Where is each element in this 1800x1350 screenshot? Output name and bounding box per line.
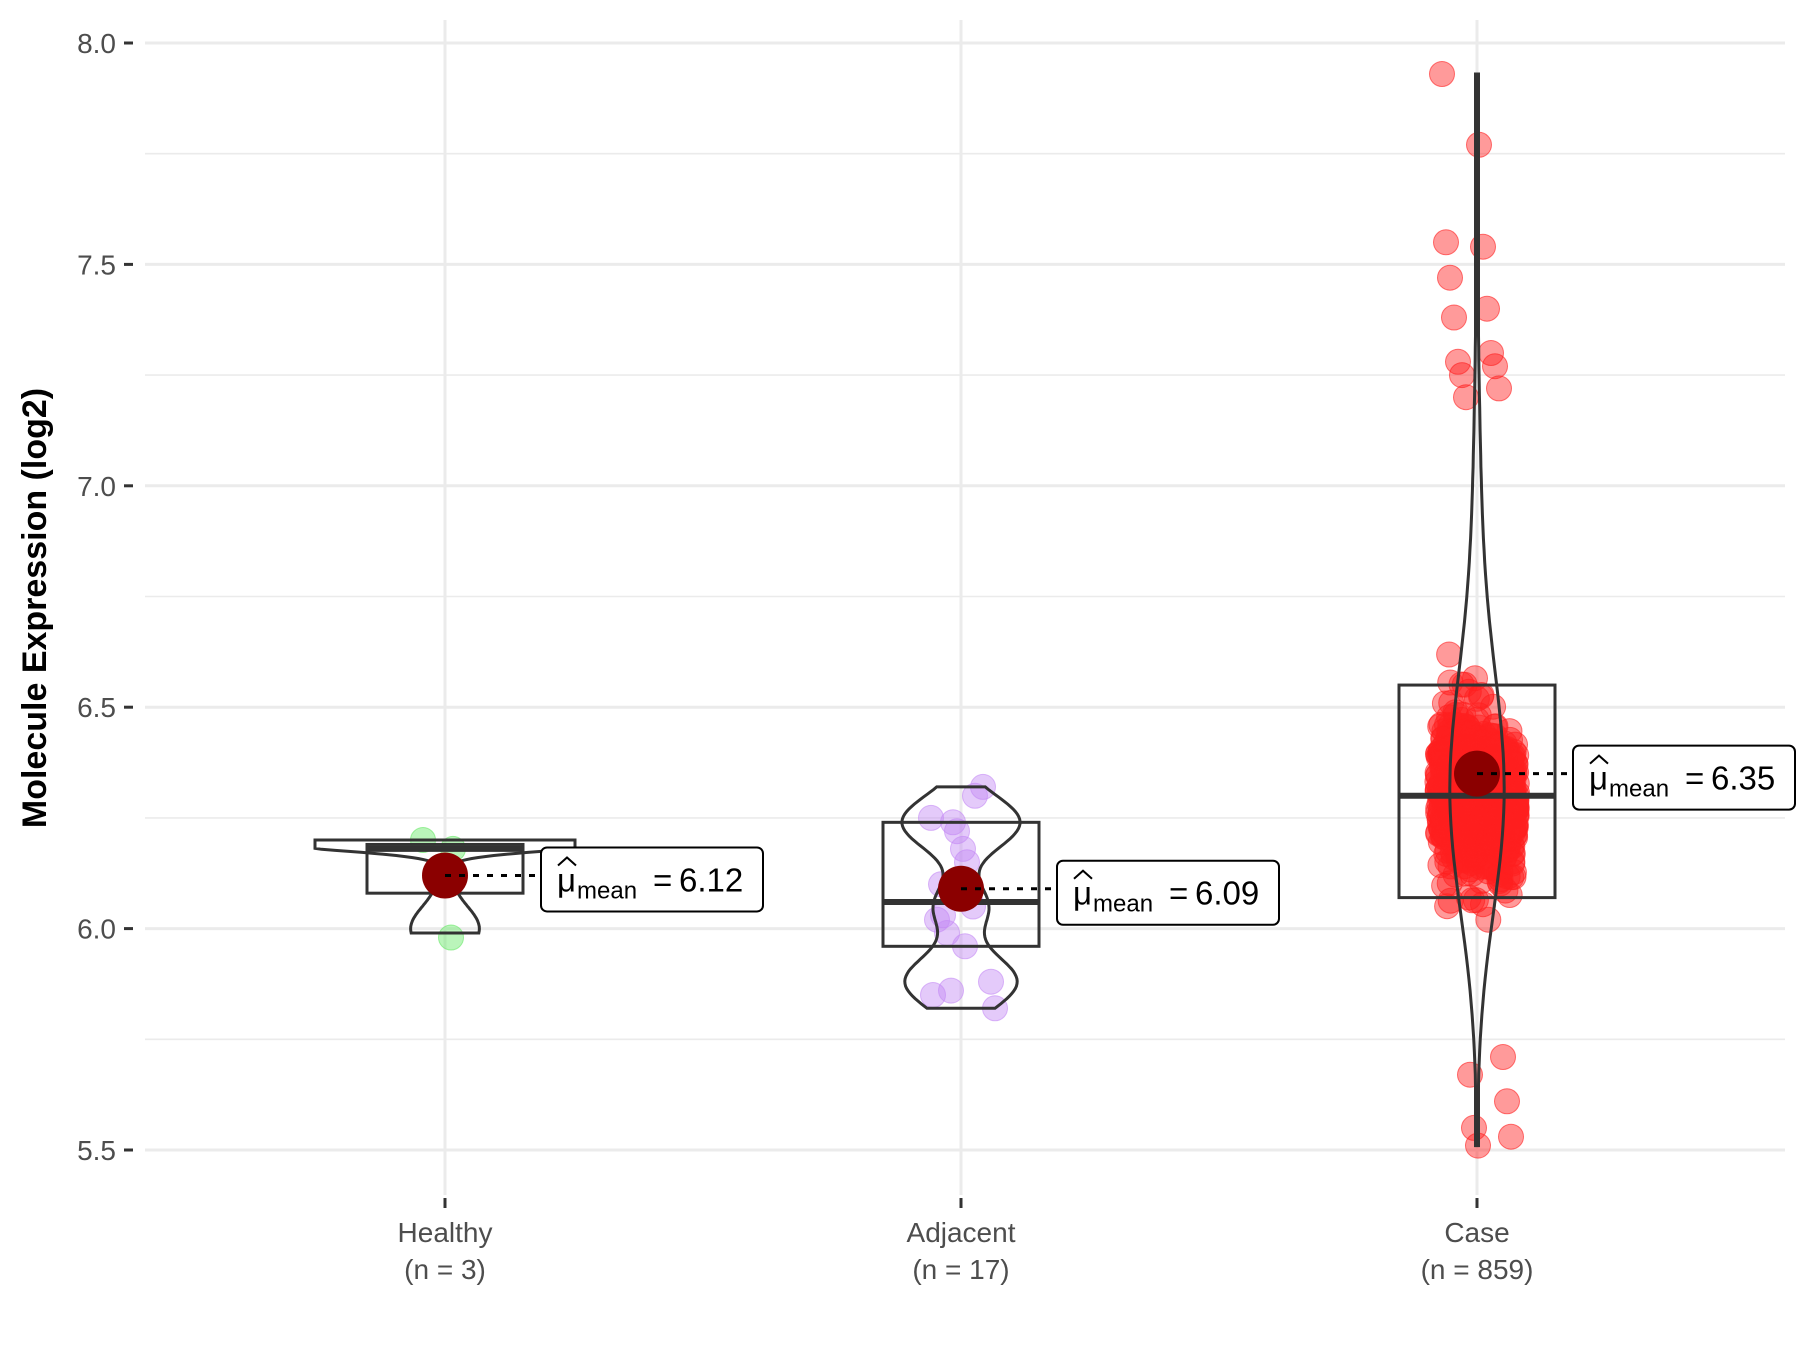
grid — [145, 20, 1785, 1195]
point-case — [1425, 762, 1452, 788]
mean-hat — [1073, 869, 1093, 880]
y-tick-label: 7.5 — [77, 249, 116, 280]
y-axis-title: Molecule Expression (log2) — [16, 388, 54, 828]
mean-label-subscript: mean — [577, 877, 637, 904]
point-healthy — [438, 924, 464, 951]
mean-label-box — [1056, 859, 1280, 926]
mean-label-subscript: mean — [1609, 776, 1669, 803]
y-tick-label: 5.5 — [77, 1135, 116, 1166]
point-case — [1486, 828, 1513, 855]
x-tick-label-adjacent: Adjacent — [907, 1217, 1016, 1248]
jitter-points — [410, 61, 1530, 1159]
mean-label-box — [540, 846, 764, 913]
point-case — [1468, 682, 1495, 708]
point-case — [1487, 870, 1514, 897]
point-case — [1430, 725, 1457, 752]
mean-hat — [1589, 754, 1609, 765]
point-case — [1482, 353, 1508, 380]
mean-label-subscript: mean — [1093, 891, 1153, 918]
point-case — [1490, 1044, 1516, 1070]
mean-label-equals: = — [1685, 760, 1704, 797]
mean-markers: μ mean = 6.12 μ mean = 6.09μ mean = 6.35 — [422, 744, 1796, 926]
point-case — [1468, 868, 1495, 894]
violin-adjacent — [900, 785, 1022, 1010]
point-adjacent — [920, 982, 946, 1008]
y-tick-label: 6.0 — [77, 914, 116, 945]
mean-label-mu: μ — [1073, 875, 1092, 912]
point-case — [1486, 375, 1512, 402]
y-tick-label: 7.0 — [77, 471, 116, 502]
point-case — [1494, 1088, 1520, 1115]
point-adjacent — [962, 782, 988, 809]
point-adjacent — [978, 968, 1004, 995]
x-tick-label-healthy: Healthy — [398, 1217, 493, 1248]
x-tick-n-label: (n = 3) — [404, 1254, 486, 1285]
point-case — [1459, 887, 1486, 914]
y-tick-label: 6.5 — [77, 692, 116, 723]
axes: 5.5 6.0 6.5 7.0 7.5 8.0 Healthy (n = 3) Adjacent… — [77, 28, 1533, 1285]
point-adjacent — [938, 977, 964, 1004]
violin-case — [1448, 72, 1506, 1148]
point-case — [1449, 362, 1475, 389]
point-case — [1436, 641, 1463, 668]
box-adjacent — [881, 820, 1041, 948]
x-tick-n-label: (n = 859) — [1421, 1254, 1534, 1285]
mean-label-mu: μ — [557, 861, 576, 898]
mean-hat — [557, 856, 577, 867]
point-case — [1441, 304, 1467, 331]
point-case — [1429, 823, 1456, 850]
mean-label-equals: = — [1169, 875, 1188, 912]
mean-label-value: 6.09 — [1195, 875, 1259, 912]
x-tick-label-case: Case — [1444, 1217, 1509, 1248]
box-case — [1397, 683, 1557, 900]
y-tick-label: 8.0 — [77, 28, 116, 59]
point-adjacent — [944, 818, 970, 845]
point-case — [1429, 61, 1455, 87]
point-case — [1455, 841, 1482, 868]
point-case — [1437, 264, 1463, 291]
point-case — [1456, 720, 1483, 747]
point-case — [1500, 801, 1526, 828]
mean-label-mu: μ — [1589, 760, 1608, 797]
violins — [313, 72, 1506, 1148]
mean-label-box — [1572, 744, 1796, 811]
mean-label-value: 6.12 — [679, 861, 743, 898]
point-adjacent — [918, 804, 944, 831]
mean-label-value: 6.35 — [1711, 760, 1775, 797]
point-case — [1433, 229, 1459, 256]
point-case — [1498, 1123, 1524, 1150]
mean-label-equals: = — [653, 861, 672, 898]
point-case — [1494, 817, 1521, 844]
x-tick-n-label: (n = 17) — [912, 1254, 1009, 1285]
